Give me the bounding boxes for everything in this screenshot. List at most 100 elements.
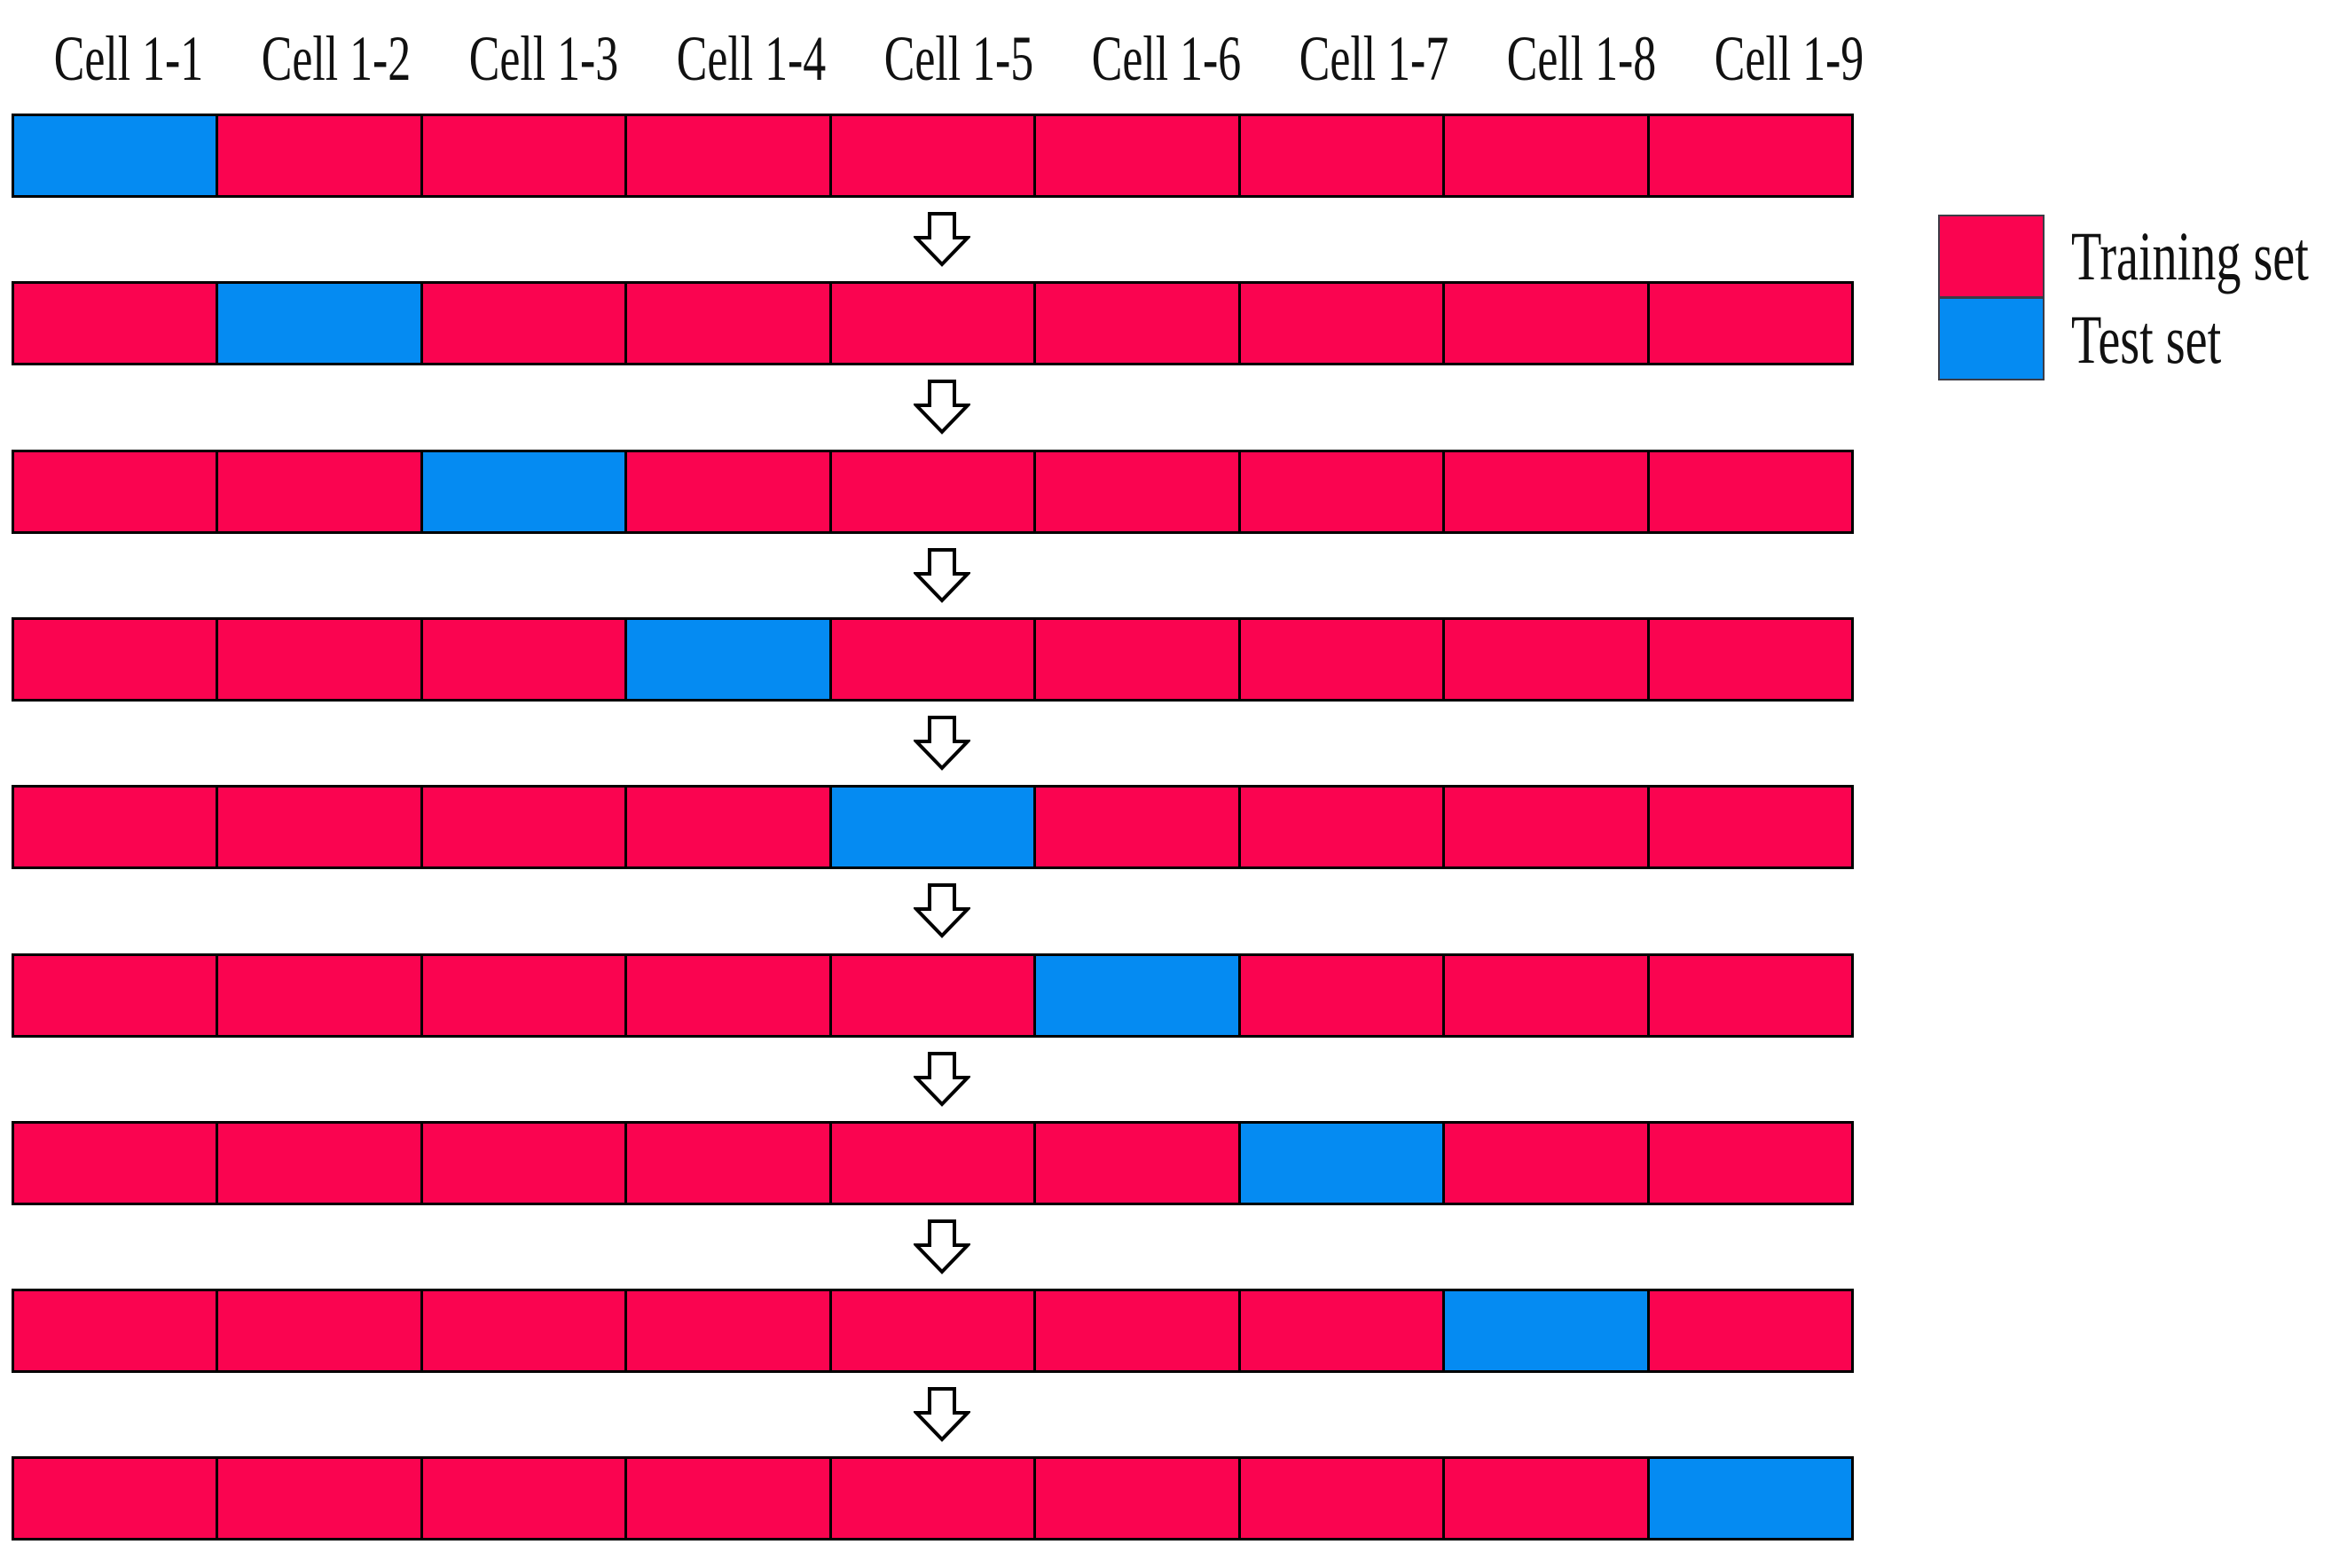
column-header-label: Cell 1-3 bbox=[468, 23, 619, 94]
training-set-cell bbox=[831, 1289, 1037, 1374]
down-arrow-glyph bbox=[914, 1387, 970, 1442]
fold-row bbox=[12, 1289, 1854, 1374]
down-arrow-icon bbox=[914, 1219, 970, 1275]
training-set-cell bbox=[1036, 281, 1241, 366]
training-set-cell bbox=[218, 1456, 423, 1541]
training-set-cell bbox=[12, 1456, 219, 1541]
training-set-cell bbox=[1445, 616, 1650, 702]
fold-row bbox=[12, 616, 1854, 702]
training-set-cell bbox=[1036, 785, 1241, 870]
column-header-label: Cell 1-6 bbox=[1091, 23, 1242, 94]
down-arrow-icon bbox=[914, 379, 970, 435]
training-set-cell bbox=[627, 1120, 832, 1205]
training-set-cell bbox=[218, 953, 423, 1038]
training-set-cell bbox=[218, 114, 423, 198]
training-set-cell bbox=[12, 953, 219, 1038]
test-set-cell bbox=[218, 281, 423, 366]
test-set-cell bbox=[831, 785, 1037, 870]
training-set-cell bbox=[1445, 1120, 1650, 1205]
training-set-cell bbox=[1649, 281, 1854, 366]
training-set-cell bbox=[1445, 449, 1650, 534]
training-set-cell bbox=[627, 1456, 832, 1541]
column-header-label: Cell 1-4 bbox=[676, 23, 827, 94]
legend-label-test: Test set bbox=[2071, 301, 2222, 378]
training-set-cell bbox=[1036, 114, 1241, 198]
training-set-cell bbox=[1240, 1289, 1446, 1374]
down-arrow-glyph bbox=[914, 547, 970, 603]
legend-label-training: Training set bbox=[2071, 217, 2309, 294]
training-set-cell bbox=[1240, 449, 1446, 534]
test-set-swatch bbox=[1938, 297, 2045, 380]
training-set-cell bbox=[1240, 281, 1446, 366]
training-set-cell bbox=[12, 616, 219, 702]
training-set-cell bbox=[218, 785, 423, 870]
down-arrow-icon bbox=[914, 882, 970, 939]
down-arrow-icon bbox=[914, 1386, 970, 1443]
training-set-cell bbox=[1445, 953, 1650, 1038]
training-set-cell bbox=[12, 1289, 219, 1374]
training-set-cell bbox=[12, 281, 219, 366]
fold-row bbox=[12, 785, 1854, 870]
training-set-cell bbox=[831, 1120, 1037, 1205]
training-set-cell bbox=[218, 616, 423, 702]
training-set-cell bbox=[1445, 114, 1650, 198]
down-arrow-glyph bbox=[914, 1051, 970, 1107]
training-set-cell bbox=[422, 1456, 628, 1541]
down-arrow-glyph bbox=[914, 715, 970, 771]
legend-item-test: Test set bbox=[1938, 297, 2339, 381]
training-set-cell bbox=[1036, 616, 1241, 702]
training-set-cell bbox=[12, 785, 219, 870]
training-set-cell bbox=[218, 1120, 423, 1205]
training-set-cell bbox=[627, 114, 832, 198]
down-arrow-glyph bbox=[914, 212, 970, 267]
training-set-cell bbox=[1649, 785, 1854, 870]
down-arrow-icon bbox=[914, 211, 970, 268]
legend-item-training: Training set bbox=[1938, 215, 2339, 298]
training-set-cell bbox=[1649, 449, 1854, 534]
column-header-label: Cell 1-8 bbox=[1506, 23, 1656, 94]
column-header-label: Cell 1-5 bbox=[883, 23, 1034, 94]
training-set-cell bbox=[831, 953, 1037, 1038]
training-set-cell bbox=[831, 616, 1037, 702]
training-set-cell bbox=[218, 1289, 423, 1374]
training-set-cell bbox=[12, 1120, 219, 1205]
training-set-cell bbox=[831, 114, 1037, 198]
training-set-cell bbox=[1240, 953, 1446, 1038]
training-set-cell bbox=[1649, 616, 1854, 702]
training-set-cell bbox=[1649, 114, 1854, 198]
fold-row bbox=[12, 114, 1854, 198]
down-arrow-icon bbox=[914, 1051, 970, 1108]
training-set-cell bbox=[1240, 1456, 1446, 1541]
training-set-cell bbox=[627, 449, 832, 534]
training-set-cell bbox=[1240, 616, 1446, 702]
training-set-cell bbox=[1036, 1289, 1241, 1374]
training-set-cell bbox=[422, 616, 628, 702]
test-set-cell bbox=[1445, 1289, 1650, 1374]
training-set-cell bbox=[218, 449, 423, 534]
training-set-cell bbox=[627, 281, 832, 366]
column-header-label: Cell 1-2 bbox=[261, 23, 412, 94]
training-set-cell bbox=[1649, 1289, 1854, 1374]
training-set-cell bbox=[422, 281, 628, 366]
training-set-cell bbox=[1445, 785, 1650, 870]
training-set-cell bbox=[1649, 953, 1854, 1038]
down-arrow-icon bbox=[914, 715, 970, 772]
fold-row bbox=[12, 1456, 1854, 1541]
training-set-cell bbox=[627, 953, 832, 1038]
test-set-cell bbox=[1036, 953, 1241, 1038]
test-set-cell bbox=[1240, 1120, 1446, 1205]
down-arrow-icon bbox=[914, 547, 970, 604]
training-set-cell bbox=[1036, 449, 1241, 534]
down-arrow-glyph bbox=[914, 1219, 970, 1274]
training-set-cell bbox=[422, 953, 628, 1038]
test-set-cell bbox=[12, 114, 219, 198]
column-header-label: Cell 1-9 bbox=[1714, 23, 1864, 94]
training-set-cell bbox=[1240, 114, 1446, 198]
training-set-cell bbox=[12, 449, 219, 534]
training-set-swatch bbox=[1938, 215, 2045, 298]
training-set-cell bbox=[422, 1289, 628, 1374]
training-set-cell bbox=[831, 1456, 1037, 1541]
down-arrow-glyph bbox=[914, 380, 970, 435]
fold-row bbox=[12, 449, 1854, 534]
